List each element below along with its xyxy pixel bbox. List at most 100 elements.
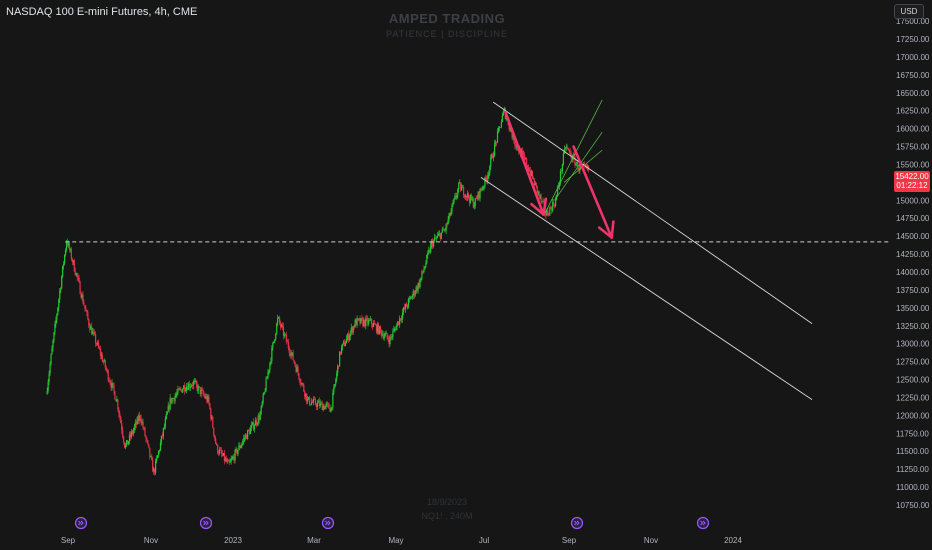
candle-body — [568, 149, 570, 151]
watermark-title: AMPED TRADING — [388, 11, 506, 26]
event-icon[interactable] — [199, 516, 213, 530]
candle-body — [468, 198, 471, 203]
candle-body — [162, 428, 164, 437]
candle-body — [114, 391, 116, 400]
price-tick-label: 14250.00 — [896, 250, 930, 259]
candle-body — [492, 154, 494, 159]
time-tick-label: Nov — [644, 536, 658, 545]
candle-body — [304, 391, 306, 397]
candle-body — [370, 318, 372, 321]
candle-body — [576, 161, 578, 164]
candle-body — [66, 242, 69, 246]
price-axis[interactable]: 17500.00 17250.00 17000.00 16750.00 16500.00… — [896, 17, 930, 510]
candle-body — [47, 381, 49, 392]
candle-body — [214, 434, 216, 439]
candle-body — [455, 195, 457, 198]
candle-body — [425, 263, 427, 267]
candle-body — [217, 444, 219, 453]
event-icon[interactable] — [570, 516, 584, 530]
price-tick-label: 12000.00 — [896, 411, 930, 420]
candle-body — [538, 191, 540, 197]
projection-arrow-head — [530, 197, 548, 216]
candle-body — [186, 386, 188, 391]
candle-body — [393, 329, 395, 332]
candle-body — [119, 413, 121, 418]
candle-body — [423, 269, 425, 272]
candle-body — [237, 450, 239, 455]
candle-body — [415, 287, 417, 293]
candle-body — [481, 189, 483, 191]
candle-body — [208, 396, 210, 404]
candle-body — [262, 394, 264, 403]
candle-body — [63, 263, 65, 266]
candle-body — [378, 326, 380, 334]
candle-body — [125, 445, 127, 448]
candle-body — [313, 398, 316, 400]
candle-body — [348, 336, 350, 341]
candle-body — [153, 469, 155, 472]
candle-body — [279, 317, 281, 323]
candle-body — [309, 404, 312, 406]
candle-body — [185, 390, 187, 392]
candle-body — [78, 278, 80, 282]
candle-body — [410, 297, 412, 299]
candle-body — [231, 458, 233, 460]
candle-body — [307, 398, 309, 402]
time-tick-label: 2023 — [224, 536, 242, 545]
candle-body — [104, 360, 106, 368]
candle-body — [244, 437, 246, 439]
candle-body — [59, 290, 61, 300]
candle-body — [118, 409, 120, 414]
candle-body — [124, 442, 126, 448]
event-icon-glyph — [700, 520, 706, 526]
candle-body — [268, 369, 270, 373]
event-icon[interactable] — [74, 516, 88, 530]
candle-body — [483, 186, 485, 188]
candle-body — [107, 370, 109, 380]
candle-body — [177, 388, 179, 393]
candle-body — [585, 164, 587, 167]
candle-body — [414, 292, 416, 296]
symbol-title[interactable]: NASDAQ 100 E-mini Futures, 4h, CME — [6, 6, 198, 18]
candle-body — [143, 427, 145, 429]
candle-body — [46, 391, 48, 394]
candle-body — [62, 265, 64, 277]
candle-body — [50, 354, 52, 365]
candle-body — [206, 396, 208, 402]
candle-body — [113, 385, 115, 392]
event-markers[interactable] — [74, 516, 710, 530]
candle-body — [480, 188, 482, 191]
price-tick-label: 10750.00 — [896, 501, 930, 510]
candle-body — [149, 447, 151, 457]
currency-button[interactable]: USD — [894, 4, 924, 19]
price-tick-label: 12500.00 — [896, 376, 930, 385]
time-axis[interactable]: Sep Nov 2023 Mar May Jul Sep Nov 2024 — [61, 536, 743, 545]
candle-body — [575, 163, 577, 166]
candle-body — [55, 319, 57, 325]
candle-body — [467, 193, 470, 199]
candle-body — [274, 339, 276, 342]
candle-body — [552, 202, 554, 211]
candle-body — [383, 336, 385, 339]
fork-line — [554, 131, 603, 201]
descending-channel[interactable] — [480, 101, 813, 400]
candle-body — [328, 404, 330, 409]
candle-body — [502, 110, 504, 116]
candle-body — [145, 436, 147, 439]
candle-body — [61, 276, 63, 289]
candle-body — [399, 318, 401, 325]
candle-body — [400, 318, 402, 320]
candle-body — [379, 326, 381, 331]
candle-body — [574, 156, 576, 166]
event-icon[interactable] — [696, 516, 710, 530]
candle-body — [535, 182, 537, 186]
candle-body — [465, 195, 468, 198]
candle-body — [94, 332, 96, 335]
candle-body — [88, 319, 90, 326]
candle-body — [560, 170, 563, 172]
event-icon[interactable] — [321, 516, 335, 530]
candle-body — [514, 143, 516, 146]
projection-arrow-shaft — [504, 110, 545, 216]
projection-arrows[interactable] — [504, 110, 615, 239]
